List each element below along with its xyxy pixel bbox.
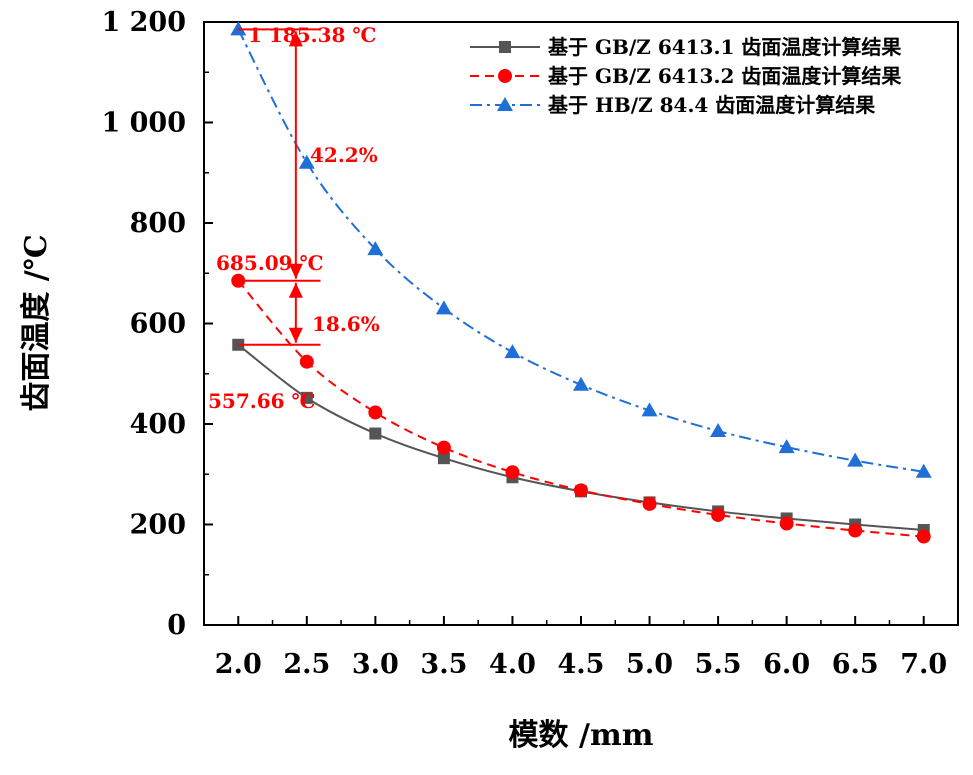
axes: 2.0 2.5 3.0 3.5 4.0 4.5 5.0 5.5 6.0 6.5 7.0 0 200 400… [101, 7, 947, 680]
series-3 [230, 21, 932, 478]
annotation-label: 685.09 ℃ [216, 251, 323, 275]
data-point [711, 507, 726, 522]
annotation-label: 42.2% [310, 143, 378, 167]
data-point [369, 427, 382, 440]
x-tick-label: 4.0 [489, 649, 536, 680]
y-tick-label: 1 200 [101, 7, 186, 38]
data-point [778, 439, 795, 454]
annotation-label: 1 185.38 ℃ [248, 23, 376, 47]
annotation-label: 18.6% [312, 312, 380, 336]
y-tick-label: 400 [130, 409, 186, 440]
series-2 [231, 273, 931, 544]
data-point [848, 523, 863, 538]
arrow-head [288, 282, 303, 298]
legend-label: 基于 GB/Z 6413.1 齿面温度计算结果 [548, 35, 901, 59]
data-point [504, 344, 521, 359]
y-axis-title: 齿面温度 /℃ [19, 234, 54, 411]
data-point [574, 483, 588, 498]
x-tick-label: 7.0 [900, 649, 947, 680]
data-point [298, 154, 315, 169]
data-point [710, 423, 727, 438]
y-tick-label: 1 000 [101, 108, 186, 139]
arrow-head [288, 31, 303, 47]
x-tick-label: 3.5 [420, 649, 467, 680]
arrow-head [288, 327, 303, 343]
data-point [847, 452, 864, 467]
data-point [367, 241, 384, 256]
legend-marker [497, 97, 513, 111]
data-point [573, 376, 589, 391]
legend-marker [499, 41, 511, 53]
data-point [641, 402, 658, 417]
x-axis-title: 模数 /mm [509, 718, 654, 753]
data-point [505, 465, 520, 480]
y-tick-label: 800 [130, 208, 186, 239]
data-point [368, 405, 383, 420]
x-tick-label: 5.0 [626, 649, 673, 680]
series-line [237, 28, 924, 473]
legend-label: 基于 HB/Z 84.4 齿面温度计算结果 [548, 93, 875, 117]
x-tick-label: 2.5 [283, 649, 330, 680]
x-tick-label: 2.0 [215, 649, 262, 680]
x-tick-label: 5.5 [695, 649, 742, 680]
legend-marker [498, 69, 512, 83]
data-point [435, 300, 452, 315]
data-point [437, 452, 450, 465]
x-tick-label: 4.5 [558, 649, 605, 680]
data-point [300, 391, 313, 404]
annotation-label: 557.66 ℃ [208, 389, 315, 413]
series-layer [230, 21, 932, 544]
data-point [436, 440, 451, 455]
arrow-head [288, 263, 303, 279]
x-tick-label: 6.5 [832, 649, 879, 680]
data-point [916, 529, 931, 544]
series-line [237, 343, 924, 532]
data-point [779, 516, 794, 531]
data-point [299, 354, 314, 369]
y-tick-label: 0 [167, 610, 186, 641]
data-point [642, 496, 657, 511]
legend-label: 基于 GB/Z 6413.2 齿面温度计算结果 [548, 64, 901, 88]
x-tick-label: 6.0 [763, 649, 810, 680]
y-tick-label: 200 [130, 510, 186, 541]
data-point [915, 463, 932, 478]
annotations-layer: 1 185.38 ℃ 42.2% 685.09 ℃ 18.6% 557.66 ℃ [208, 23, 380, 413]
x-tick-label: 3.0 [352, 649, 399, 680]
y-tick-label: 600 [130, 309, 186, 340]
series-1 [232, 338, 930, 537]
